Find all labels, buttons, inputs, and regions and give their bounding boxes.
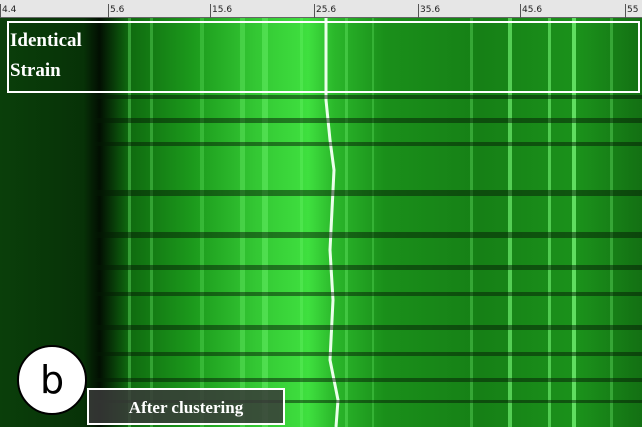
ruler-label: 55	[627, 5, 638, 15]
ruler-label: 5.6	[110, 5, 125, 15]
ruler-label: 35.6	[420, 5, 440, 15]
lane-gap	[95, 265, 642, 270]
ruler: 4.4 5.6 15.6 25.6 35.6 45.6 55	[0, 4, 638, 18]
lane-gap	[95, 352, 642, 356]
ruler-label: 15.6	[212, 5, 232, 15]
band-line	[150, 18, 153, 427]
band-line	[240, 18, 245, 427]
bright-band	[324, 18, 340, 427]
group-label: Identical	[10, 30, 82, 51]
lane-gap	[95, 142, 642, 146]
band-line	[372, 18, 374, 427]
caption-box	[87, 388, 285, 425]
band-line	[508, 18, 512, 427]
panel-letter: b	[40, 358, 64, 402]
band-line	[300, 18, 303, 427]
band-line	[470, 18, 473, 427]
lane-gap	[95, 325, 642, 330]
group-label: Strain	[10, 60, 61, 81]
caption: After clustering	[129, 398, 244, 417]
band-line	[610, 18, 613, 427]
band-line	[345, 18, 348, 427]
band-line	[572, 18, 576, 427]
ruler-label: 45.6	[522, 5, 542, 15]
panel-badge	[17, 345, 87, 415]
ruler-label: 25.6	[316, 5, 336, 15]
lane-gap	[95, 232, 642, 238]
gel-bands	[95, 18, 642, 427]
lane-gap	[95, 190, 642, 196]
lane-gap	[95, 95, 642, 99]
band-line	[262, 18, 268, 427]
lane-gap	[95, 400, 642, 403]
lane-gap	[95, 378, 642, 382]
band-line	[200, 18, 204, 427]
lane-gap	[95, 118, 642, 123]
band-line	[128, 18, 131, 427]
band-line	[548, 18, 551, 427]
ruler-label: 4.4	[2, 5, 17, 15]
gel-image	[0, 18, 642, 427]
group-box	[7, 21, 640, 93]
lane-gap	[95, 292, 642, 296]
ruler-bar	[0, 0, 642, 18]
